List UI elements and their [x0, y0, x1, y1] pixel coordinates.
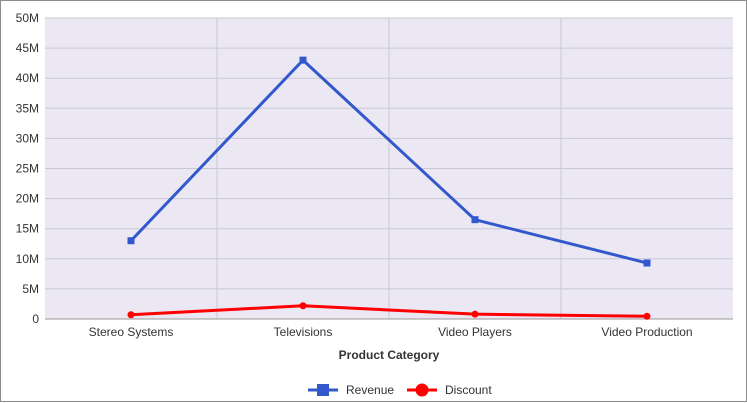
y-tick-label: 25M [16, 162, 39, 176]
y-tick-label: 30M [16, 131, 39, 145]
x-tick-label: Televisions [274, 325, 333, 339]
y-tick-label: 20M [16, 192, 39, 206]
legend-circle-marker [415, 383, 429, 397]
y-axis-ticks: 0 5M 10M 15M 20M 25M 30M 35M 40M 45M 50M [16, 11, 40, 326]
series-group [127, 56, 651, 320]
legend-square-marker [317, 384, 329, 396]
data-point-discount[interactable] [471, 310, 479, 318]
series-line-discount [130, 304, 648, 318]
data-point-revenue[interactable] [299, 56, 307, 64]
legend-item-revenue[interactable]: Revenue [308, 383, 394, 397]
data-point-revenue[interactable] [643, 259, 651, 267]
data-point-revenue[interactable] [471, 216, 479, 224]
y-tick-label: 50M [16, 11, 39, 25]
legend-label: Discount [445, 383, 492, 397]
legend-label: Revenue [346, 383, 394, 397]
y-tick-label: 35M [16, 101, 39, 115]
y-tick-label: 15M [16, 222, 39, 236]
y-tick-label: 0 [32, 312, 39, 326]
x-tick-label: Video Production [601, 325, 692, 339]
series-line-revenue [129, 58, 648, 265]
grid [45, 17, 733, 319]
data-point-revenue[interactable] [127, 237, 135, 245]
x-axis-title: Product Category [339, 348, 440, 362]
x-tick-label: Stereo Systems [89, 325, 174, 339]
data-point-discount[interactable] [643, 312, 651, 320]
y-tick-label: 45M [16, 41, 39, 55]
data-point-discount[interactable] [299, 302, 307, 310]
x-tick-label: Video Players [438, 325, 512, 339]
y-tick-label: 40M [16, 71, 39, 85]
data-point-discount[interactable] [127, 311, 135, 319]
x-axis-ticks: Stereo Systems Televisions Video Players Vi… [89, 325, 693, 339]
legend-item-discount[interactable]: Discount [407, 383, 492, 397]
legend: Revenue Discount [308, 383, 492, 397]
y-tick-label: 10M [16, 252, 39, 266]
y-tick-label: 5M [22, 282, 39, 296]
